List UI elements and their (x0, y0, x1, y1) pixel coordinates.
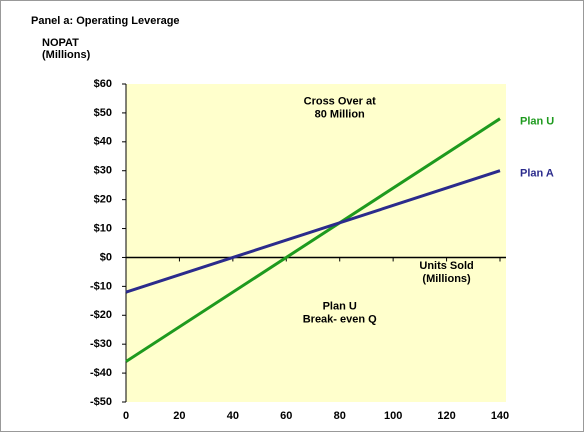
x-tick-label: 0 (123, 410, 129, 422)
x-tick-label: 140 (491, 410, 509, 422)
plot-area (126, 84, 506, 402)
y-tick-label: -$30 (90, 338, 112, 350)
y-axis-label: (Millions) (42, 49, 91, 61)
y-tick-label: -$50 (90, 396, 112, 408)
y-tick-label: -$10 (90, 280, 112, 292)
series-label: Plan U (520, 116, 554, 128)
y-tick-label: $10 (94, 222, 112, 234)
annotation: Cross Over at (304, 95, 376, 107)
x-tick-label: 60 (280, 410, 292, 422)
y-tick-label: $50 (94, 107, 112, 119)
x-tick-label: 40 (227, 410, 239, 422)
y-tick-label: $20 (94, 194, 112, 206)
chart-title: Panel a: Operating Leverage (31, 15, 180, 27)
series-label: Plan A (520, 168, 554, 180)
annotation: Plan U (323, 301, 357, 313)
x-tick-label: 120 (437, 410, 455, 422)
annotation: Units Sold (419, 260, 473, 272)
y-tick-label: $40 (94, 136, 112, 148)
series-line (125, 117, 501, 363)
y-tick-label: $0 (100, 251, 112, 263)
series-line (125, 169, 501, 294)
y-tick-label: $60 (94, 78, 112, 90)
y-tick-label: -$40 (90, 367, 112, 379)
annotation: 80 Million (315, 108, 365, 120)
x-tick-label: 80 (334, 410, 346, 422)
annotation: Break- even Q (303, 314, 377, 326)
y-tick-label: -$20 (90, 309, 112, 321)
x-tick-label: 20 (173, 410, 185, 422)
annotation: (Millions) (422, 273, 471, 285)
y-tick-label: $30 (94, 165, 112, 177)
y-axis-label: NOPAT (42, 37, 79, 49)
x-tick-label: 100 (384, 410, 402, 422)
